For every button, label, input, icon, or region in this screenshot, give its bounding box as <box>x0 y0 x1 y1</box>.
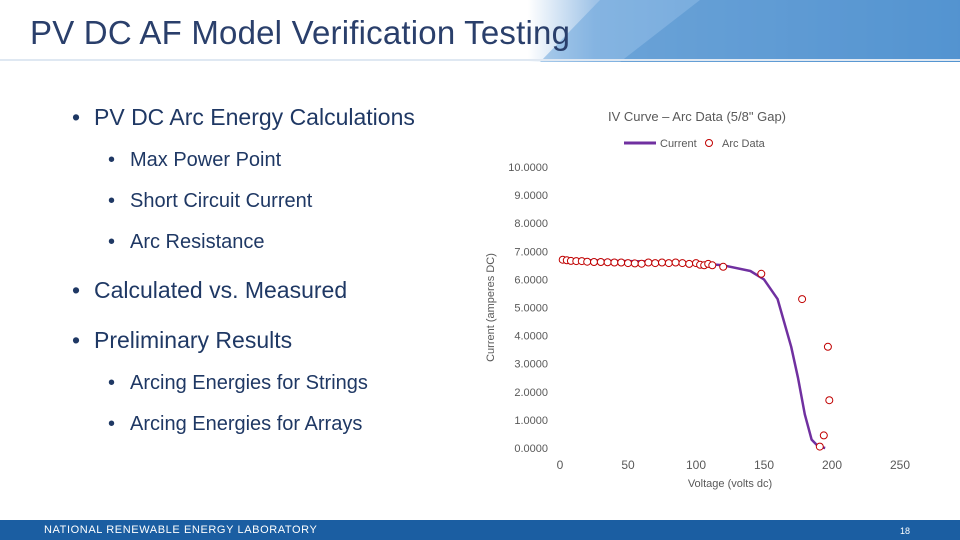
y-tick-label: 4.0000 <box>514 331 548 343</box>
bullet-glyph: • <box>108 413 116 435</box>
y-tick-label: 5.0000 <box>514 303 548 315</box>
arc-data-point <box>651 259 660 268</box>
chart-title: IV Curve – Arc Data (5/8" Gap) <box>608 109 786 124</box>
arc-data-point <box>658 258 666 267</box>
page-number: 18 <box>900 526 911 536</box>
series-line-current <box>559 258 826 450</box>
bullet-glyph: • <box>108 149 116 171</box>
arc-data-point <box>590 258 598 266</box>
arc-data-point <box>583 257 592 266</box>
arc-data-point <box>719 262 728 271</box>
y-tick-label: 1.0000 <box>514 415 548 427</box>
bullet-glyph: • <box>108 231 116 253</box>
bullet-glyph: • <box>72 277 81 303</box>
y-tick-label: 10.0000 <box>508 162 548 174</box>
arc-data-point <box>708 261 717 270</box>
legend-marker-swatch <box>705 139 713 147</box>
bullet-text: PV DC Arc Energy Calculations <box>94 104 415 130</box>
y-tick-label: 9.0000 <box>514 190 548 202</box>
title-band: PV DC AF Model Verification Testing <box>0 0 960 62</box>
arc-data-point <box>678 259 687 268</box>
footer-band <box>0 520 960 540</box>
y-tick-label: 2.0000 <box>514 387 548 399</box>
x-tick-label: 0 <box>557 458 564 472</box>
arc-data-point <box>757 269 766 278</box>
arc-data-point <box>603 258 612 267</box>
arc-data-point <box>819 431 828 440</box>
bullet-text: Short Circuit Current <box>130 190 313 212</box>
arc-data-point <box>617 258 626 267</box>
title-band-graphic <box>0 0 960 62</box>
legend-label: Current <box>660 138 697 150</box>
legend-label: Arc Data <box>722 138 766 150</box>
arc-data-point <box>798 295 807 304</box>
arc-data-point <box>823 342 832 351</box>
y-axis-label: Current (amperes DC) <box>485 253 497 362</box>
arc-data-point <box>644 258 653 267</box>
x-tick-label: 250 <box>890 458 910 472</box>
y-tick-label: 0.0000 <box>514 443 548 455</box>
arc-data-point <box>685 259 694 268</box>
bullet-item: • PV DC Arc Energy Calculations <box>72 104 415 131</box>
bullet-glyph: • <box>72 104 81 130</box>
x-tick-label: 100 <box>686 458 706 472</box>
arc-data-point <box>596 258 605 266</box>
arc-data-point <box>815 442 824 451</box>
iv-curve-chart: IV Curve – Arc Data (5/8" Gap) Current Arc… <box>485 109 910 490</box>
bullet-glyph: • <box>108 372 116 394</box>
bullet-text: Arc Resistance <box>130 231 265 253</box>
y-tick-label: 8.0000 <box>514 218 548 230</box>
bullet-text: Preliminary Results <box>94 327 293 353</box>
arc-data-point <box>671 258 680 267</box>
x-axis-label: Voltage (volts dc) <box>688 478 772 490</box>
bullet-text: Arcing Energies for Strings <box>130 372 368 394</box>
x-tick-label: 50 <box>621 458 635 472</box>
footer-lab-name: NATIONAL RENEWABLE ENERGY LABORATORY <box>44 524 318 536</box>
x-tick-label: 150 <box>754 458 774 472</box>
arc-data-point <box>825 396 834 405</box>
bullet-item: • Arcing Energies for Arrays <box>108 413 362 436</box>
arc-data-point <box>664 259 673 268</box>
arc-data-point <box>637 259 646 268</box>
bullet-item: • Max Power Point <box>108 149 281 172</box>
bullet-item: • Preliminary Results <box>72 327 292 354</box>
arc-data-point <box>624 259 632 268</box>
bullet-item: • Calculated vs. Measured <box>72 277 347 304</box>
y-tick-label: 3.0000 <box>514 359 548 371</box>
y-tick-label: 6.0000 <box>514 274 548 286</box>
bullet-text: Calculated vs. Measured <box>94 277 348 303</box>
arc-data-point <box>630 259 639 268</box>
bullet-text: Max Power Point <box>130 149 282 171</box>
bullet-glyph: • <box>72 327 81 353</box>
bullet-item: • Short Circuit Current <box>108 190 312 213</box>
x-tick-label: 200 <box>822 458 842 472</box>
bullet-glyph: • <box>108 190 116 212</box>
bullet-item: • Arcing Energies for Strings <box>108 372 368 395</box>
y-tick-label: 7.0000 <box>514 246 548 258</box>
arc-data-point <box>610 258 619 267</box>
slide-title: PV DC AF Model Verification Testing <box>30 14 571 51</box>
bullet-item: • Arc Resistance <box>108 231 265 254</box>
bullet-text: Arcing Energies for Arrays <box>130 413 363 435</box>
